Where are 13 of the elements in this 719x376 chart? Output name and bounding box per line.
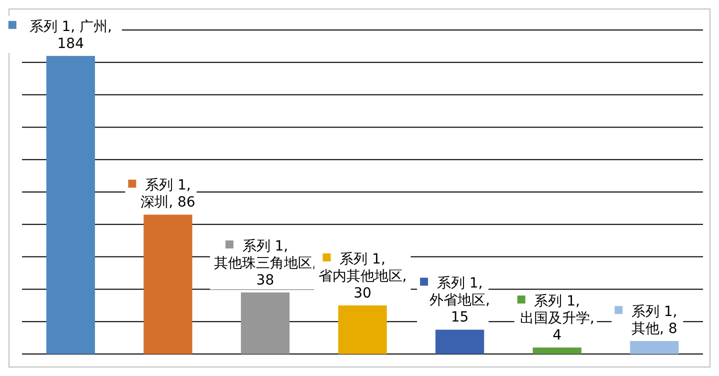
data-label: 系列 1, 其他, 8 [631, 304, 678, 338]
data-label: 系列 1, 深圳, 86 [140, 178, 196, 211]
bar [532, 348, 582, 354]
data-label: 系列 1, 省内其他地区, 30 [318, 251, 407, 302]
bar [46, 56, 95, 354]
bar [240, 292, 290, 354]
bar [338, 305, 387, 354]
data-label: 系列 1, 外省地区, 15 [430, 276, 490, 326]
data-label: 系列 1, 广州, 184 [29, 18, 112, 52]
data-label: 系列 1, 出国及升学, 4 [520, 294, 594, 344]
bar [630, 341, 679, 354]
bar [435, 330, 484, 354]
bar [144, 214, 192, 354]
